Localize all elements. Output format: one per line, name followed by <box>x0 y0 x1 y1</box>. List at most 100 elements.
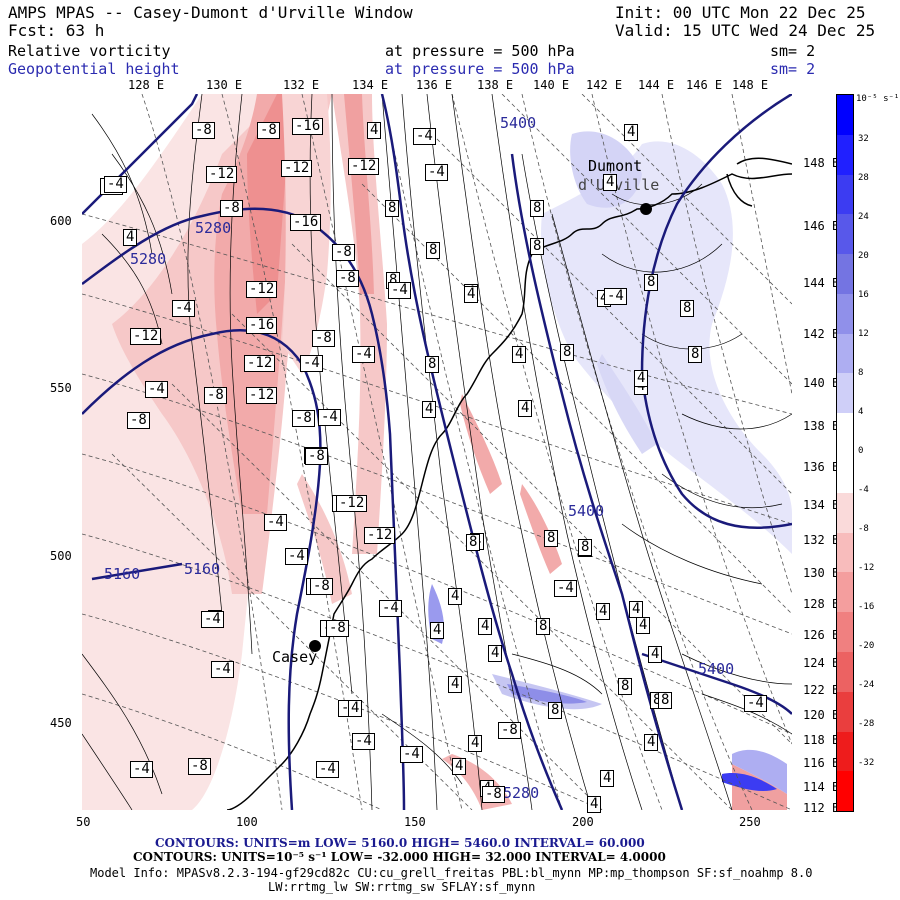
station-marker <box>309 640 321 652</box>
top-lon-label: 142 E <box>586 78 623 92</box>
valid-time: Valid: 15 UTC Wed 24 Dec 25 <box>615 21 876 40</box>
station-label-durville: d'Urville <box>578 176 660 194</box>
colorbar-label: -8 <box>858 524 869 534</box>
vorticity-label: -4 <box>425 164 448 181</box>
x-tick-label: 50 <box>76 815 91 829</box>
vorticity-label: 8 <box>530 238 545 255</box>
top-lon-label: 140 E <box>533 78 570 92</box>
vorticity-label: -4 <box>554 580 577 597</box>
colorbar-swatch <box>837 254 853 294</box>
vorticity-label: 4 <box>452 758 467 775</box>
vorticity-label: -12 <box>281 160 313 177</box>
vorticity-label: 4 <box>629 601 644 618</box>
station-marker <box>640 203 652 215</box>
vorticity-label: -4 <box>145 381 168 398</box>
init-time: Init: 00 UTC Mon 22 Dec 25 <box>615 3 866 22</box>
right-lon-label: 114 E <box>803 780 840 794</box>
vorticity-label: -8 <box>188 758 211 775</box>
vorticity-label: -8 <box>498 722 521 739</box>
colorbar-swatch <box>837 771 853 812</box>
colorbar <box>836 94 854 812</box>
height-label: 5400 <box>568 502 605 520</box>
colorbar-swatch <box>837 691 853 732</box>
y-tick-label: 450 <box>50 716 72 730</box>
vorticity-label: 8 <box>530 200 545 217</box>
colorbar-label: -4 <box>858 485 869 495</box>
vorticity-label: -12 <box>364 527 396 544</box>
vorticity-label: -8 <box>312 330 335 347</box>
vorticity-label: -8 <box>220 200 243 217</box>
colorbar-swatch <box>837 453 853 493</box>
vorticity-label: -4 <box>172 300 195 317</box>
colorbar-swatch <box>837 174 853 215</box>
vorticity-label: -8 <box>336 270 359 287</box>
vorticity-label: 4 <box>512 346 527 363</box>
vorticity-label: 4 <box>636 617 651 634</box>
vorticity-label: -4 <box>413 128 436 145</box>
colorbar-label: -24 <box>858 680 875 690</box>
vorticity-label: 4 <box>603 174 618 191</box>
vorticity-label: -8 <box>482 786 505 803</box>
top-lon-label: 130 E <box>206 78 243 92</box>
colorbar-label: 0 <box>858 446 864 456</box>
colorbar-label: -16 <box>858 602 875 612</box>
right-lon-label: 142 E <box>803 327 840 341</box>
vorticity-label: 4 <box>648 646 663 663</box>
vorticity-label: -4 <box>264 514 287 531</box>
vorticity-map <box>82 94 792 810</box>
vorticity-label: 8 <box>536 618 551 635</box>
vorticity-label: 4 <box>448 676 463 693</box>
vorticity-label: -4 <box>352 346 375 363</box>
top-lon-label: 148 E <box>732 78 769 92</box>
top-lon-label: 132 E <box>283 78 320 92</box>
vorticity-label: -4 <box>130 761 153 778</box>
vorticity-label: 4 <box>478 618 493 635</box>
top-lon-label: 146 E <box>686 78 723 92</box>
colorbar-label: -12 <box>858 563 875 573</box>
vorticity-label: -12 <box>246 281 278 298</box>
x-tick-label: 100 <box>236 815 258 829</box>
vorticity-label: -8 <box>192 122 215 139</box>
vorticity-label: 8 <box>658 692 673 709</box>
colorbar-label: 4 <box>858 407 864 417</box>
vorticity-label: -8 <box>292 410 315 427</box>
vorticity-label: -12 <box>246 387 278 404</box>
colorbar-swatch <box>837 373 853 414</box>
vorticity-label: -4 <box>388 282 411 299</box>
colorbar-swatch <box>837 612 853 652</box>
colorbar-swatch <box>837 731 853 772</box>
colorbar-swatch <box>837 532 853 573</box>
colorbar-swatch <box>837 214 853 255</box>
vorticity-label: -16 <box>292 118 324 135</box>
station-label-dumont: Dumont <box>588 157 643 175</box>
colorbar-label: 16 <box>858 290 869 300</box>
vorticity-label: 4 <box>123 229 138 246</box>
colorbar-swatch <box>837 95 853 135</box>
vorticity-label: 8 <box>425 356 440 373</box>
vorticity-label: -8 <box>257 122 280 139</box>
colorbar-swatch <box>837 134 853 175</box>
colorbar-swatch <box>837 651 853 692</box>
vorticity-label: 4 <box>587 796 602 813</box>
top-lon-label: 134 E <box>352 78 389 92</box>
vorticity-label: 8 <box>560 344 575 361</box>
top-lon-label: 128 E <box>128 78 165 92</box>
y-tick-label: 600 <box>50 214 72 228</box>
vorticity-label: 8 <box>680 300 695 317</box>
vorticity-label: 4 <box>488 645 503 662</box>
height-label: 5160 <box>184 560 221 578</box>
vorticity-label: 4 <box>596 603 611 620</box>
vorticity-label: 8 <box>578 539 593 556</box>
colorbar-label: 12 <box>858 329 869 339</box>
colorbar-label: -32 <box>858 758 875 768</box>
vorticity-label: -16 <box>290 214 322 231</box>
coastline <box>226 157 792 810</box>
vorticity-label: 8 <box>548 702 563 719</box>
vorticity-label: -4 <box>744 695 767 712</box>
vorticity-label: 8 <box>644 274 659 291</box>
vorticity-label: -4 <box>316 761 339 778</box>
vorticity-label: 8 <box>466 534 481 551</box>
vorticity-label: -4 <box>104 176 127 193</box>
vorticity-label: -4 <box>201 611 224 628</box>
field1-smoothing: sm= 2 <box>770 42 816 60</box>
